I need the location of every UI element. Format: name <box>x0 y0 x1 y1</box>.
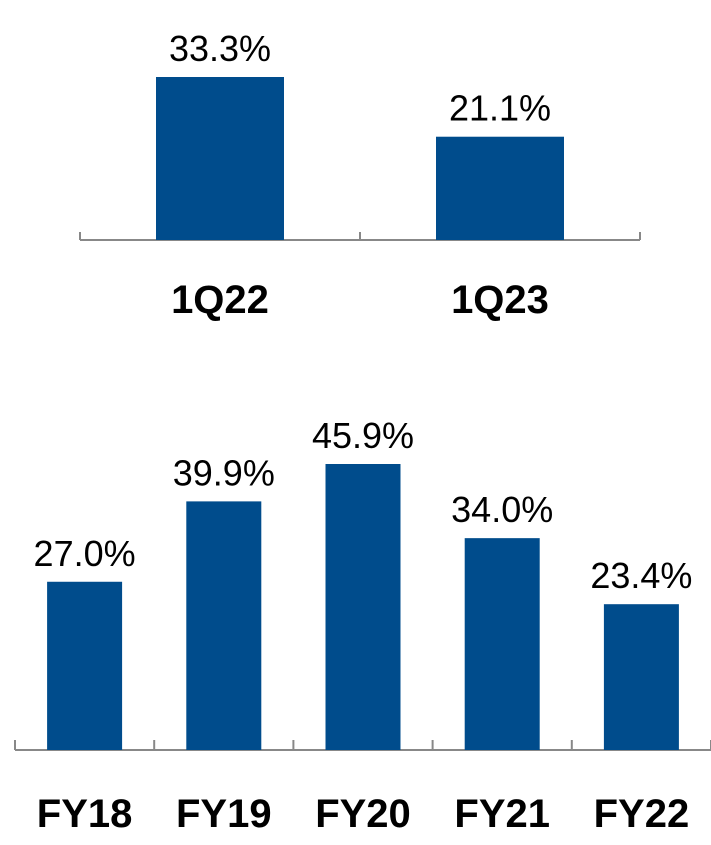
data-label-fy22: 23.4% <box>590 555 692 596</box>
bar-fy22 <box>603 604 679 750</box>
data-label-1q23: 21.1% <box>449 88 551 129</box>
data-label-fy20: 45.9% <box>312 415 414 456</box>
bar-fy19 <box>186 501 262 750</box>
bar-fy18 <box>47 581 123 750</box>
bar-1q23 <box>436 136 564 240</box>
fiscal-year-bar-chart: 27.0% FY18 39.9% FY19 45.9% FY20 34.0% FY21 23.4… <box>14 415 711 836</box>
bar-fy20 <box>325 464 401 750</box>
quarterly-bar-chart: 33.3% 1Q22 21.1% 1Q23 <box>79 28 641 322</box>
category-label-fy22: FY22 <box>594 792 690 836</box>
bar-1q22 <box>156 77 284 240</box>
bar-fy21 <box>464 538 540 750</box>
category-label-fy21: FY21 <box>454 792 550 836</box>
data-label-fy21: 34.0% <box>451 489 553 530</box>
data-label-fy18: 27.0% <box>34 533 136 574</box>
data-label-1q22: 33.3% <box>169 28 271 69</box>
category-label-fy18: FY18 <box>37 792 133 836</box>
category-label-1q23: 1Q23 <box>451 278 549 322</box>
category-label-fy19: FY19 <box>176 792 272 836</box>
data-label-fy19: 39.9% <box>173 452 275 493</box>
category-label-1q22: 1Q22 <box>171 278 269 322</box>
category-label-fy20: FY20 <box>315 792 411 836</box>
